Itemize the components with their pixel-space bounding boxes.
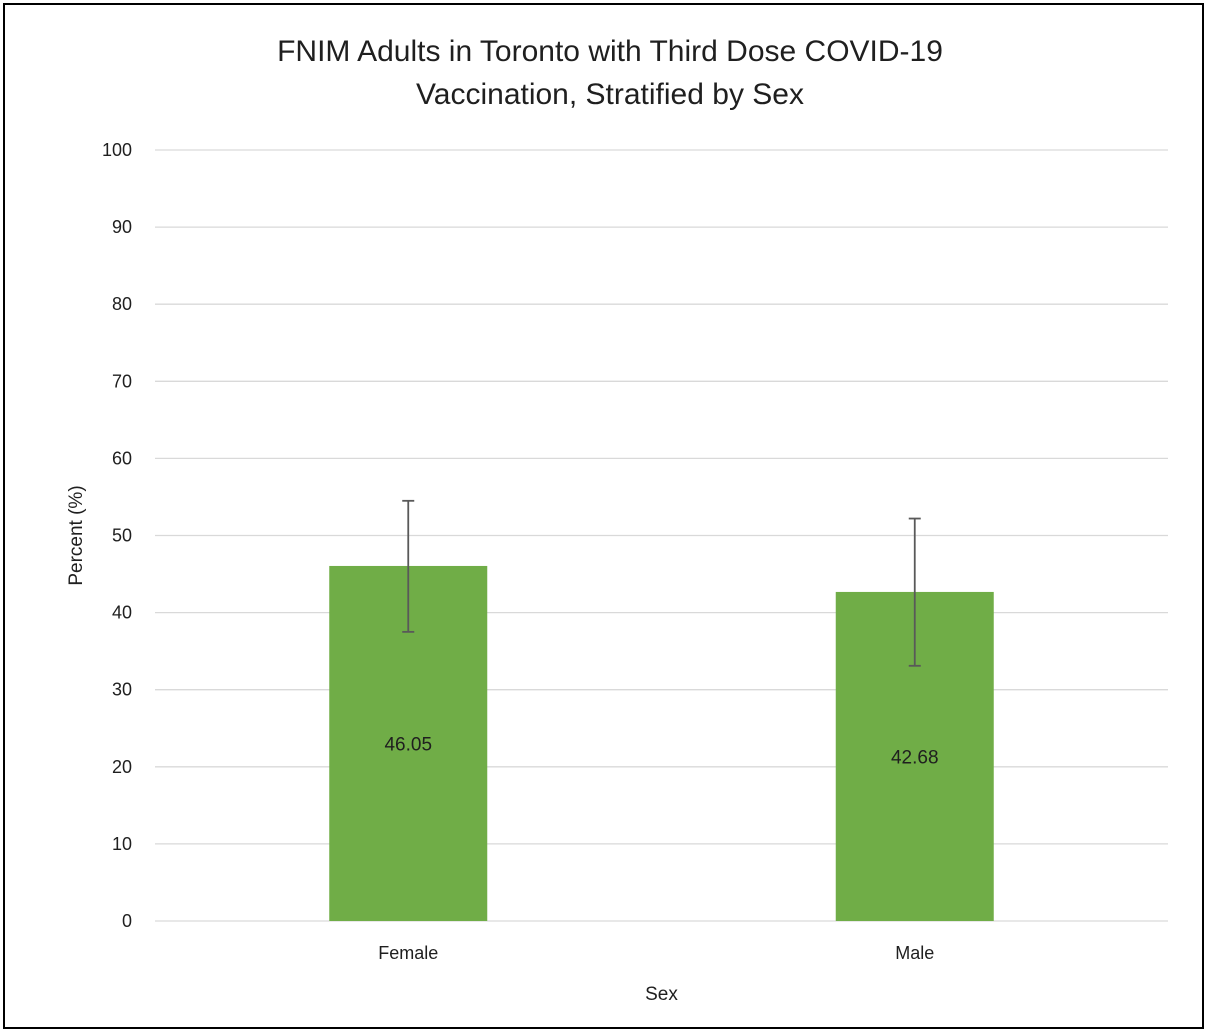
y-tick-label: 50 [112,526,132,546]
y-tick-label: 20 [112,757,132,777]
x-tick-label: Female [378,943,438,963]
data-label: 42.68 [891,747,939,768]
y-tick-label: 100 [102,140,132,160]
chart-frame [3,3,1204,1029]
gridlines [155,149,1168,922]
y-tick-label: 30 [112,680,132,700]
x-axis-tick-labels: Female Male [378,943,934,963]
chart-title-line: FNIM Adults in Toronto with Third Dose C… [277,35,943,68]
y-tick-label: 80 [112,294,132,314]
x-tick-label: Male [895,943,934,963]
y-tick-label: 10 [112,834,132,854]
chart-title-line: Vaccination, Stratified by Sex [416,78,804,111]
y-tick-label: 40 [112,603,132,623]
data-label: 46.05 [384,734,432,755]
y-tick-label: 90 [112,217,132,237]
x-axis-title: Sex [645,984,678,1005]
y-tick-label: 70 [112,371,132,391]
data-labels: 46.05 42.68 [384,734,938,768]
y-axis-title: Percent (%) [66,485,87,585]
chart-title: FNIM Adults in Toronto with Third Dose C… [277,35,943,111]
y-tick-label: 0 [122,911,132,931]
y-axis-tick-labels: 0 10 20 30 40 50 60 70 80 90 100 [102,140,132,931]
error-bars [402,499,921,667]
y-tick-label: 60 [112,448,132,468]
